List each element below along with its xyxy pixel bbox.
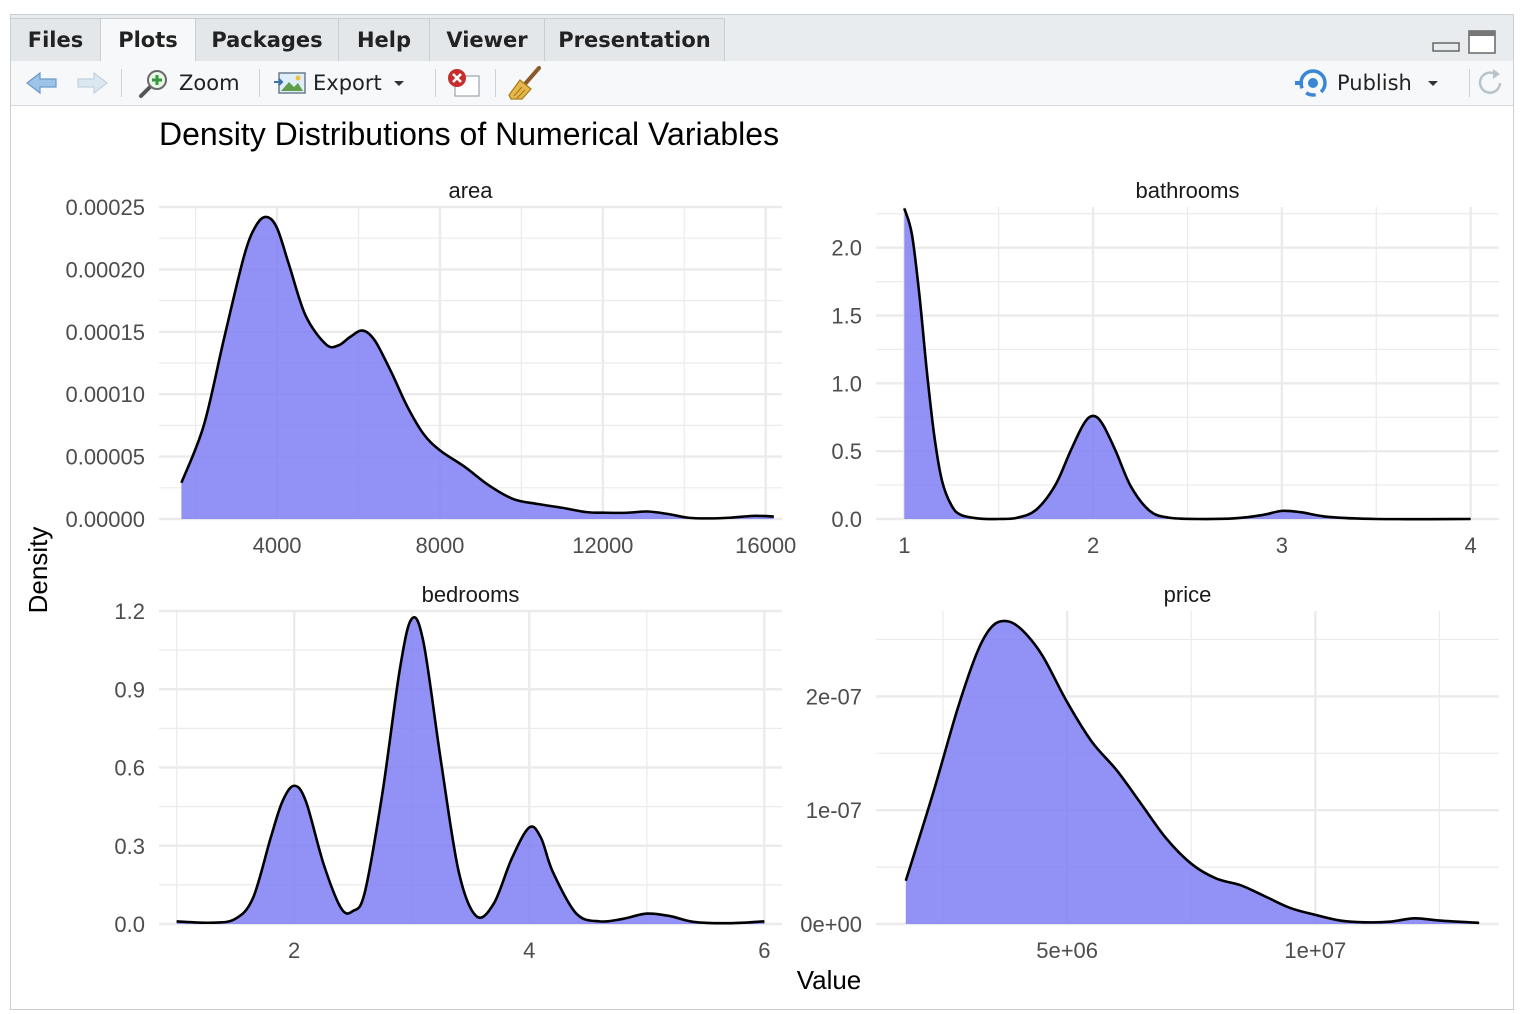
remove-plot-button[interactable] [443,61,483,105]
density-line-price [904,619,1480,925]
x-tick-label: 12000 [572,533,633,558]
y-tick-label: 2e-07 [806,684,862,709]
plots-toolbar: Zoom Export [11,61,1513,106]
x-tick-label: 4 [523,938,535,963]
y-tick-label: 1.5 [831,304,862,329]
publish-icon [1295,69,1327,97]
y-axis-title: Density [23,527,53,614]
toolbar-separator [259,69,260,97]
pane-tab-bar: Files Plots Packages Help Viewer Present… [11,15,1513,62]
y-tick-label: 0.3 [114,834,145,859]
facet-label-bedrooms: bedrooms [422,582,520,607]
tab-files[interactable]: Files [11,18,101,61]
y-tick-label: 0.00015 [65,320,145,345]
y-tick-label: 0.00000 [65,507,145,532]
forward-button[interactable] [75,61,109,105]
y-tick-label: 0.6 [114,756,145,781]
y-tick-label: 0.00010 [65,382,145,407]
clear-all-button[interactable] [505,61,545,105]
density-area-area [181,216,774,519]
y-tick-label: 1.2 [114,599,145,624]
toolbar-separator [1469,69,1470,97]
zoom-button[interactable]: Zoom [137,61,240,105]
broom-icon [508,66,541,100]
toolbar-separator [495,69,496,97]
x-tick-label: 8000 [415,533,464,558]
x-tick-label: 4000 [253,533,302,558]
export-icon [274,72,306,94]
x-tick-label: 2 [1087,533,1099,558]
x-axis-title: Value [797,965,862,995]
density-area-bedrooms [176,617,765,924]
back-arrow-icon [26,71,57,95]
density-line-bathrooms [903,207,1471,521]
tab-viewer[interactable]: Viewer [430,18,545,61]
facet-panel-bathrooms: bathrooms 1 2 3 4 0.0 0.5 1.0 1.5 2.0 [831,178,1499,558]
density-line-bedrooms [176,615,765,925]
y-tick-label: 0.5 [831,439,862,464]
y-tick-label: 1.0 [831,371,862,396]
chevron-down-icon [393,81,404,86]
tab-packages[interactable]: Packages [196,18,339,61]
facet-label-price: price [1164,582,1212,607]
publish-button[interactable]: Publish [1295,61,1446,105]
tab-help[interactable]: Help [339,18,430,61]
chevron-down-icon [1427,81,1438,86]
y-tick-label: 0e+00 [800,912,862,937]
export-button[interactable]: Export [273,61,410,105]
refresh-button[interactable] [1473,61,1507,105]
refresh-icon [1478,69,1502,94]
x-tick-label: 4 [1465,533,1477,558]
zoom-label: Zoom [179,71,240,95]
facet-panel-price: price 5e+06 1e+07 0e+00 1e-07 2e-07 [800,582,1499,963]
y-tick-label: 2.0 [831,236,862,261]
export-label: Export [313,71,382,95]
y-tick-label: 0.9 [114,677,145,702]
facet-panel-area: area 4000 8000 12000 16000 0.00000 0.00005 0.00… [65,178,796,558]
y-tick-label: 0.00025 [65,195,145,220]
density-line-area [180,215,774,520]
x-tick-label: 3 [1276,533,1288,558]
publish-label: Publish [1337,71,1412,95]
chart-title: Density Distributions of Numerical Varia… [159,116,779,152]
toolbar-separator [435,69,436,97]
y-tick-label: 0.0 [114,912,145,937]
forward-arrow-icon [77,71,108,95]
y-tick-label: 0.0 [831,507,862,532]
facet-label-bathrooms: bathrooms [1136,178,1240,203]
y-tick-label: 1e-07 [806,798,862,823]
zoom-icon [139,70,167,98]
x-tick-label: 5e+06 [1036,938,1098,963]
density-area-price [905,620,1480,924]
back-button[interactable] [25,61,59,105]
remove-plot-icon [448,69,480,97]
y-tick-label: 0.00020 [65,257,145,282]
x-tick-label: 2 [288,938,300,963]
x-tick-label: 1e+07 [1284,938,1346,963]
minimize-icon[interactable] [1431,31,1461,53]
maximize-icon[interactable] [1467,29,1497,55]
facet-panel-bedrooms: bedrooms 2 4 6 0.0 0.3 0.6 0.9 1.2 [114,582,782,963]
x-tick-label: 1 [898,533,910,558]
toolbar-separator [121,69,122,97]
x-tick-label: 16000 [735,533,796,558]
y-tick-label: 0.00005 [65,445,145,470]
x-tick-label: 6 [758,938,770,963]
facet-label-area: area [448,178,493,203]
tab-presentation[interactable]: Presentation [545,18,725,61]
